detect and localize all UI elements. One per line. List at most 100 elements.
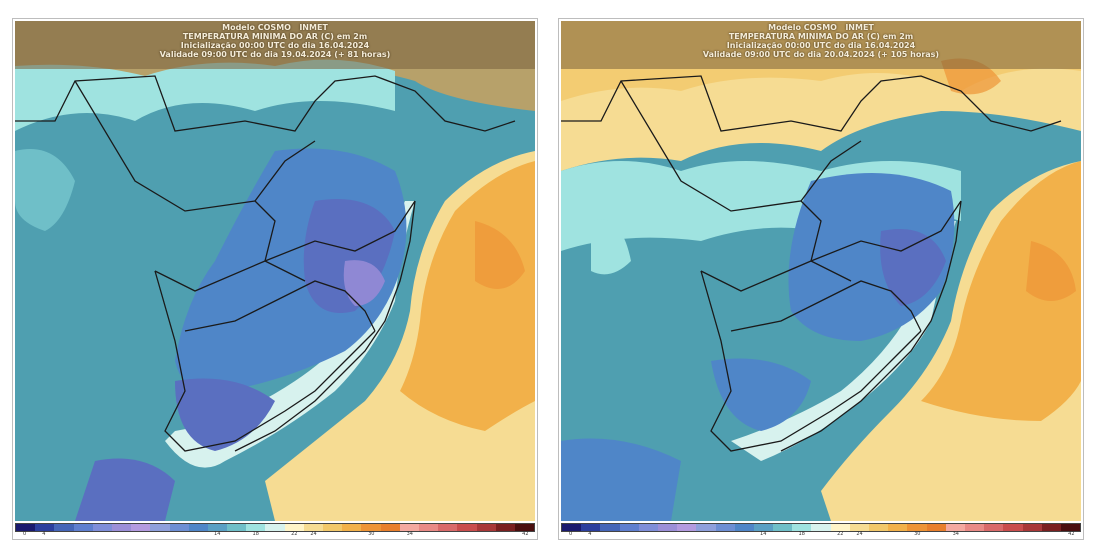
- colorbar-tick-label: 42: [1068, 531, 1075, 537]
- ocean-hot-patch: [475, 221, 525, 289]
- valid-label: Validade 09:00 UTC do dia 19.04.2024 (+ …: [159, 50, 391, 59]
- political-borders: [561, 75, 1062, 452]
- colorbar-swatch: [476, 524, 496, 531]
- cold-region-uruguay: [711, 358, 811, 431]
- valid-label: Validade 09:00 UTC do dia 20.04.2024 (+ …: [702, 50, 940, 59]
- colorbar-swatch: [734, 524, 754, 531]
- cool-band-north: [15, 59, 395, 131]
- temperature-map-left: [15, 21, 535, 521]
- colorbar-swatch: [945, 524, 965, 531]
- colorbar-swatch: [323, 524, 343, 531]
- colorbar-swatch: [438, 524, 458, 531]
- temperature-map-right: [561, 21, 1081, 521]
- ocean-warm-region: [400, 161, 535, 431]
- colorbar-swatch: [207, 524, 228, 531]
- model-label: Modelo COSMO: [222, 23, 291, 32]
- colorbar-swatch: [696, 524, 716, 531]
- colorbar-swatch: [35, 524, 55, 531]
- colorbar-swatch: [303, 524, 323, 531]
- map-header: Modelo COSMO INMET TEMPERATURA MINIMA DO…: [561, 23, 1081, 59]
- colorbar-swatch: [830, 524, 850, 531]
- inmet-label: INMET: [299, 23, 328, 32]
- colorbar-tick-label: 22: [291, 531, 298, 537]
- header-band: [15, 21, 535, 69]
- colorbar-tick-label: 4: [588, 531, 592, 537]
- colorbar-tick-label: 22: [837, 531, 844, 537]
- colorbar-swatch: [907, 524, 927, 531]
- colorbar-swatches: [15, 523, 535, 532]
- colorbar-swatch: [715, 524, 735, 531]
- colorbar-swatch: [869, 524, 889, 531]
- colorbar-swatch: [284, 524, 304, 531]
- colorbar-swatch: [495, 524, 515, 531]
- colorbar-swatch: [638, 524, 658, 531]
- colorbar-tick-label: 4: [42, 531, 46, 537]
- colorbar-tick-label: 30: [368, 531, 375, 537]
- map-panel-right: Modelo COSMO INMET TEMPERATURA MINIMA DO…: [558, 18, 1084, 540]
- colorbar-swatch: [131, 524, 151, 531]
- variable-label: TEMPERATURA MINIMA DO AR (C) em 2m: [728, 32, 914, 41]
- colorbar-tick-label: 0: [23, 531, 27, 537]
- colorbar-swatch: [169, 524, 189, 531]
- colorbar-swatch: [150, 524, 170, 531]
- ocean-warm-region: [921, 161, 1081, 421]
- colder-region-uruguay: [175, 378, 275, 451]
- colorbar-swatch: [1060, 524, 1081, 531]
- coastal-pale-band: [165, 201, 415, 468]
- colorbar-swatch: [619, 524, 639, 531]
- colorbar-swatch: [677, 524, 697, 531]
- colorbar-swatch: [792, 524, 812, 531]
- colorbar-tick-label: 34: [952, 531, 959, 537]
- colorbar-tick-label: 42: [522, 531, 529, 537]
- model-label: Modelo COSMO: [768, 23, 837, 32]
- colorbar-swatch: [111, 524, 132, 531]
- colorbar-swatch: [1003, 524, 1023, 531]
- political-borders: [15, 75, 516, 452]
- colorbar-labels: 0 4 14 18 22 24 30 34 42: [15, 531, 535, 539]
- colorbar-swatch: [342, 524, 362, 531]
- ocean-hot-patch: [1026, 241, 1076, 301]
- colorbar-tick-label: 18: [252, 531, 259, 537]
- colder-region: [880, 229, 946, 306]
- colorbar-tick-label: 34: [406, 531, 413, 537]
- colorbar-left: 0 4 14 18 22 24 30 34 42: [15, 523, 535, 539]
- colorbar-tick-label: 0: [569, 531, 573, 537]
- colorbar-swatch: [926, 524, 946, 531]
- cyan-region-west: [591, 219, 631, 275]
- colorbar-swatch: [581, 524, 601, 531]
- colorbar-swatch: [380, 524, 400, 531]
- colorbar-swatch: [888, 524, 908, 531]
- colorbar-swatch: [964, 524, 985, 531]
- colorbar-right: 0 4 14 18 22 24 30 34 42: [561, 523, 1081, 539]
- cold-region-southwest: [561, 438, 681, 521]
- colorbar-labels: 0 4 14 18 22 24 30 34 42: [561, 531, 1081, 539]
- colorbar-swatch: [457, 524, 477, 531]
- colorbar-tick-label: 24: [310, 531, 317, 537]
- colorbar-swatch: [73, 524, 93, 531]
- colorbar-swatch: [984, 524, 1004, 531]
- colorbar-tick-label: 14: [760, 531, 767, 537]
- colorbar-swatch: [514, 524, 535, 531]
- colorbar-swatch: [849, 524, 869, 531]
- init-label: Inicialização 00:00 UTC do dia 16.04.202…: [726, 41, 916, 50]
- colorbar-swatches: [561, 523, 1081, 532]
- map-panel-left: Modelo COSMO INMET TEMPERATURA MINIMA DO…: [12, 18, 538, 540]
- colorbar-swatch: [92, 524, 112, 531]
- colorbar-swatch: [1022, 524, 1042, 531]
- colorbar-swatch: [562, 524, 582, 531]
- colorbar-swatch: [265, 524, 285, 531]
- colorbar-swatch: [753, 524, 774, 531]
- colorbar-tick-label: 30: [914, 531, 921, 537]
- cyan-region-west: [15, 149, 75, 231]
- colorbar-swatch: [418, 524, 439, 531]
- colorbar-swatch: [16, 524, 36, 531]
- init-label: Inicialização 00:00 UTC do dia 16.04.202…: [180, 41, 370, 50]
- colorbar-tick-label: 14: [214, 531, 221, 537]
- colorbar-swatch: [1041, 524, 1061, 531]
- coldest-patch: [343, 260, 385, 306]
- colorbar-swatch: [361, 524, 381, 531]
- colorbar-swatch: [227, 524, 247, 531]
- colorbar-swatch: [811, 524, 831, 531]
- colorbar-swatch: [188, 524, 208, 531]
- colorbar-swatch: [246, 524, 266, 531]
